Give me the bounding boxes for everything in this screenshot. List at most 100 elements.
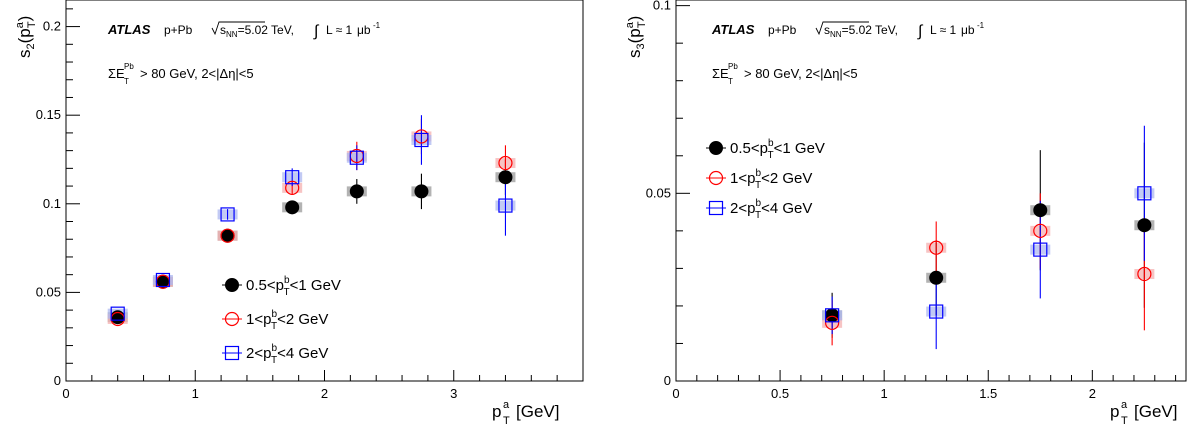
svg-text:-1: -1 [977,21,985,30]
svg-text:Pb: Pb [728,62,738,71]
x-tick-label: 0 [672,386,679,401]
svg-text:T: T [1121,415,1128,427]
y-tick-label: 0.1 [43,196,61,211]
data-marks [822,125,1155,350]
system-label: p+Pb [164,23,193,37]
legend-label: 1<pb T<2 GeV [246,309,328,332]
svg-text:sNN=5.02 TeV,: sNN=5.02 TeV, [220,23,294,39]
lumi-label: ∫ L ≈ 1 μb -1 [313,21,381,40]
axis-ticks: 0 1 2 3 0 0.05 0.1 0.15 0.2 [36,8,584,401]
y-axis-title: s3(paT) [624,16,648,58]
data-point [825,308,840,323]
data-point [1137,266,1152,282]
svg-text:p: p [492,402,501,421]
x-tick-label: 0.5 [771,386,789,401]
data-point [498,170,513,185]
data-point [349,150,364,165]
svg-text:[GeV]: [GeV] [1134,402,1177,421]
x-axis-title: p a T [GeV] [492,399,559,427]
svg-text:∫: ∫ [917,23,924,40]
data-point [155,272,171,288]
legend-marker [224,311,240,327]
data-point [220,228,235,243]
data-point [825,315,840,330]
svg-text:a: a [503,399,510,411]
svg-text:[GeV]: [GeV] [516,402,559,421]
data-point [929,240,944,255]
svg-text:T: T [124,77,129,86]
svg-text:L ≈ 1: L ≈ 1 [930,23,956,37]
legend-label: 0.5<pb T<1 GeV [246,275,341,298]
data-point [1137,218,1152,233]
svg-text:T: T [503,415,510,427]
y-tick-label: 0 [54,373,61,388]
legend-label: 1<pb T<2 GeV [730,168,812,191]
legend-marker [708,170,724,186]
legend: 0.5<pb T<1 GeV 1<pb T<2 GeV 2<pb T<4 GeV [706,138,825,221]
y-tick-label: 0.15 [36,107,61,122]
cut-label: ΣE Pb T > 80 GeV, 2<|Δη|<5 [108,62,254,86]
y-axis-title: s2(paT) [14,16,38,58]
x-tick-label: 1 [881,386,888,401]
svg-text:μb: μb [961,23,975,37]
x-tick-label: 1 [192,386,199,401]
data-point [285,200,300,215]
legend-label: 0.5<pb T<1 GeV [730,138,825,161]
svg-text:L ≈ 1: L ≈ 1 [326,23,352,37]
energy-label: sNN=5.02 TeV, [211,21,294,39]
x-tick-label: 1.5 [979,386,997,401]
axis-ticks: 0 0.5 1 1.5 2 0 0.05 0.1 [646,0,1177,401]
data-point [110,306,125,321]
legend: 0.5<pb T<1 GeV 1<pb T<2 GeV 2<pb T<4 GeV [222,275,341,366]
panel-s3: 0 0.5 1 1.5 2 0 0.05 0.1 ATLAS p+Pb sNN=5.02 Te… [624,0,1187,427]
data-point [414,184,429,199]
data-point [1033,223,1048,238]
lumi-label: ∫ L ≈ 1 μb -1 [917,21,985,40]
svg-text:ΣE: ΣE [108,66,125,81]
svg-text:μb: μb [357,23,371,37]
data-point [1137,186,1152,201]
x-axis-title: p a T [GeV] [1110,399,1177,427]
svg-text:ΣE: ΣE [712,66,729,81]
data-point [498,198,513,213]
svg-text:∫: ∫ [313,23,320,40]
legend-label: 2<pb T<4 GeV [246,343,328,366]
legend-marker [225,278,239,292]
svg-text:> 80 GeV, 2<|Δη|<5: > 80 GeV, 2<|Δη|<5 [744,66,858,81]
svg-text:p: p [1110,402,1119,421]
legend-marker [708,200,724,216]
data-point [1033,203,1048,218]
y-tick-label: 0.05 [36,284,61,299]
plot-frame [675,0,1187,382]
x-tick-label: 3 [450,386,457,401]
energy-label: sNN=5.02 TeV, [815,21,898,39]
data-point [825,308,840,323]
y-tick-label: 0.2 [43,19,61,34]
data-point [1033,242,1048,257]
atlas-label: ATLAS [711,22,755,37]
cut-label: ΣE Pb T > 80 GeV, 2<|Δη|<5 [712,62,858,86]
data-point [349,184,364,199]
y-tick-label: 0 [664,373,671,388]
svg-text:> 80 GeV, 2<|Δη|<5: > 80 GeV, 2<|Δη|<5 [140,66,254,81]
system-label: p+Pb [768,23,797,37]
svg-text:s2(paT): s2(paT) [14,16,38,58]
legend-marker [224,345,240,361]
x-tick-label: 2 [1089,386,1096,401]
atlas-label: ATLAS [107,22,151,37]
data-point [414,132,429,148]
svg-text:-1: -1 [373,21,381,30]
data-point [285,180,300,195]
data-point [929,304,944,319]
svg-text:a: a [1121,399,1128,411]
svg-text:s3(paT): s3(paT) [624,16,648,58]
svg-text:sNN=5.02 TeV,: sNN=5.02 TeV, [824,23,898,39]
data-point [498,155,513,171]
y-tick-label: 0.1 [653,0,671,13]
svg-text:T: T [728,77,733,86]
data-marks [107,115,516,327]
x-tick-label: 2 [321,386,328,401]
data-point [220,207,235,222]
panel-s2: 0 1 2 3 0 0.05 0.1 0.15 0.2 ATLAS p+Pb sNN=5.02 … [14,0,584,427]
